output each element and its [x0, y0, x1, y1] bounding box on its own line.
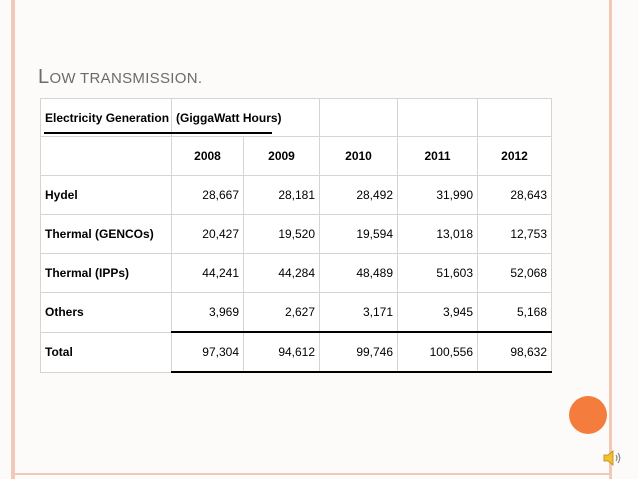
row-label: Thermal (IPPs) [40, 253, 172, 293]
table-cell [40, 136, 172, 176]
year-header: 2012 [477, 136, 553, 176]
table-cell: 99,746 [319, 331, 399, 373]
table-row: Hydel 28,667 28,181 28,492 31,990 28,643 [40, 175, 553, 215]
table-row: Others 3,969 2,627 3,171 3,945 5,168 [40, 292, 553, 333]
table-cell: 51,603 [397, 253, 479, 293]
table-heading-label: Electricity Generation [40, 98, 172, 137]
table-cell: 100,556 [397, 331, 479, 373]
table-cell: 48,489 [319, 253, 399, 293]
table-cell: 13,018 [397, 214, 479, 254]
table-cell: 28,643 [477, 175, 553, 215]
table-cell: 28,181 [242, 175, 321, 215]
generation-table: Electricity Generation (GiggaWatt Hours)… [40, 98, 553, 373]
table-cell: 3,171 [319, 292, 399, 333]
table-row: Thermal (GENCOs) 20,427 19,520 19,594 13… [40, 214, 553, 254]
table-cell: 3,945 [397, 292, 479, 333]
orange-circle-decoration [569, 396, 607, 434]
year-header: 2010 [319, 136, 399, 176]
table-cell [319, 98, 399, 137]
table-cell: 2,627 [242, 292, 321, 333]
table-cell: 5,168 [477, 292, 553, 333]
table-cell: 94,612 [242, 331, 321, 373]
table-total-row: Total 97,304 94,612 99,746 100,556 98,63… [40, 331, 553, 373]
table-cell: 12,753 [477, 214, 553, 254]
table-cell: 28,667 [171, 175, 244, 215]
speaker-icon[interactable] [603, 449, 623, 467]
year-header: 2008 [171, 136, 244, 176]
table-cell: 20,427 [171, 214, 244, 254]
table-cell: 44,284 [242, 253, 321, 293]
year-header: 2009 [242, 136, 321, 176]
table-cell [397, 98, 479, 137]
table-cell: 19,594 [319, 214, 399, 254]
row-label: Total [40, 331, 172, 373]
table-cell [477, 98, 553, 137]
slide-border-bottom [11, 473, 612, 475]
table-cell: 28,492 [319, 175, 399, 215]
slide-title: LOW TRANSMISSION. [38, 66, 202, 89]
table-cell: 98,632 [477, 331, 553, 373]
slide-border-left [11, 0, 15, 479]
slide-border-right [609, 0, 612, 479]
table-cell: 97,304 [171, 331, 244, 373]
table-cell: 52,068 [477, 253, 553, 293]
table-cell: 31,990 [397, 175, 479, 215]
table-heading-unit: (GiggaWatt Hours) [170, 98, 321, 137]
table-cell: 19,520 [242, 214, 321, 254]
row-label: Hydel [40, 175, 172, 215]
slide-title-first-letter: L [38, 66, 50, 88]
slide-title-rest: OW TRANSMISSION. [49, 70, 203, 87]
generation-table-wrap: Electricity Generation (GiggaWatt Hours)… [40, 98, 553, 373]
table-heading-row: Electricity Generation (GiggaWatt Hours) [40, 98, 553, 137]
table-cell: 3,969 [171, 292, 244, 333]
year-header: 2011 [397, 136, 479, 176]
row-label: Thermal (GENCOs) [40, 214, 172, 254]
table-row: Thermal (IPPs) 44,241 44,284 48,489 51,6… [40, 253, 553, 293]
table-cell: 44,241 [171, 253, 244, 293]
table-year-row: 2008 2009 2010 2011 2012 [40, 136, 553, 176]
row-label: Others [40, 292, 172, 333]
heading-underline [44, 132, 272, 134]
